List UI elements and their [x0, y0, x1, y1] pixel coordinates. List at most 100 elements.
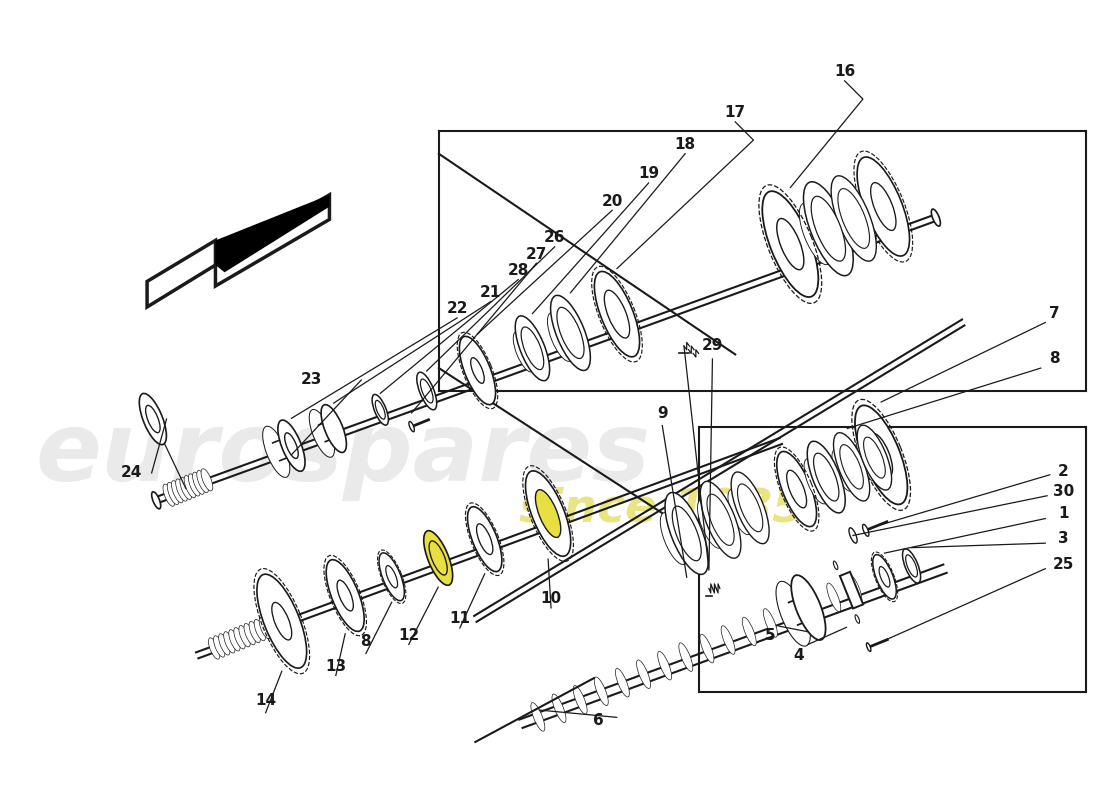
Ellipse shape — [864, 437, 886, 478]
Ellipse shape — [848, 574, 862, 603]
Ellipse shape — [834, 433, 870, 501]
Ellipse shape — [777, 451, 816, 526]
Ellipse shape — [701, 482, 741, 558]
Ellipse shape — [417, 372, 437, 410]
Ellipse shape — [429, 541, 448, 575]
Ellipse shape — [594, 271, 639, 357]
Text: 8: 8 — [361, 634, 371, 649]
Ellipse shape — [239, 626, 250, 647]
Ellipse shape — [573, 686, 587, 714]
Ellipse shape — [229, 630, 240, 651]
Ellipse shape — [742, 617, 756, 646]
Text: 9: 9 — [657, 406, 668, 421]
Ellipse shape — [197, 470, 209, 493]
Ellipse shape — [932, 209, 940, 226]
Ellipse shape — [902, 549, 921, 583]
Ellipse shape — [514, 331, 535, 372]
Ellipse shape — [260, 618, 271, 638]
Ellipse shape — [879, 566, 890, 587]
Ellipse shape — [784, 600, 799, 629]
Ellipse shape — [192, 472, 205, 494]
Ellipse shape — [604, 290, 629, 338]
Ellipse shape — [337, 580, 353, 611]
Ellipse shape — [862, 524, 869, 536]
Ellipse shape — [807, 442, 845, 513]
Ellipse shape — [660, 513, 688, 565]
Text: 14: 14 — [255, 694, 276, 709]
Ellipse shape — [223, 632, 235, 653]
Text: 18: 18 — [674, 137, 695, 152]
Ellipse shape — [803, 182, 854, 276]
Ellipse shape — [424, 530, 453, 586]
Ellipse shape — [327, 560, 364, 631]
Ellipse shape — [176, 479, 187, 501]
Text: 1: 1 — [1058, 506, 1069, 522]
Ellipse shape — [263, 426, 289, 478]
Ellipse shape — [321, 405, 346, 453]
Ellipse shape — [536, 490, 561, 538]
Ellipse shape — [209, 638, 220, 659]
Ellipse shape — [515, 316, 550, 381]
Text: 23: 23 — [300, 373, 322, 387]
Ellipse shape — [838, 189, 869, 248]
Ellipse shape — [737, 484, 762, 532]
Text: 7: 7 — [1049, 306, 1059, 321]
Polygon shape — [147, 195, 329, 307]
Ellipse shape — [905, 555, 917, 577]
Text: 21: 21 — [481, 285, 502, 300]
Ellipse shape — [468, 506, 502, 572]
Ellipse shape — [531, 702, 544, 731]
Ellipse shape — [732, 472, 769, 544]
Ellipse shape — [776, 582, 811, 646]
Ellipse shape — [728, 490, 752, 534]
Ellipse shape — [375, 400, 385, 419]
Text: 10: 10 — [540, 591, 562, 606]
Ellipse shape — [285, 433, 298, 458]
Ellipse shape — [526, 471, 571, 556]
Ellipse shape — [856, 442, 877, 481]
Ellipse shape — [697, 499, 724, 548]
Ellipse shape — [857, 157, 910, 256]
Ellipse shape — [372, 394, 388, 425]
Ellipse shape — [274, 611, 286, 633]
Ellipse shape — [615, 669, 629, 697]
Text: eurospares: eurospares — [35, 408, 651, 502]
Text: 5: 5 — [764, 628, 776, 642]
Ellipse shape — [707, 494, 734, 546]
Ellipse shape — [420, 379, 433, 403]
Ellipse shape — [814, 453, 839, 501]
Ellipse shape — [552, 694, 567, 722]
Polygon shape — [840, 572, 864, 609]
Text: 25: 25 — [1053, 557, 1075, 572]
Ellipse shape — [855, 406, 908, 505]
Ellipse shape — [828, 194, 859, 251]
Text: 26: 26 — [543, 230, 565, 245]
Text: 17: 17 — [725, 106, 746, 120]
Text: 2: 2 — [1058, 464, 1069, 478]
Polygon shape — [216, 195, 329, 272]
Ellipse shape — [409, 422, 415, 432]
Ellipse shape — [870, 434, 892, 476]
Ellipse shape — [839, 445, 864, 489]
Text: since 1985: since 1985 — [519, 487, 805, 532]
Ellipse shape — [145, 406, 161, 433]
Ellipse shape — [386, 566, 397, 588]
Ellipse shape — [637, 660, 650, 689]
Ellipse shape — [857, 425, 892, 490]
Ellipse shape — [184, 475, 196, 498]
Ellipse shape — [270, 614, 280, 634]
Ellipse shape — [471, 358, 484, 383]
Ellipse shape — [278, 420, 305, 471]
Text: 12: 12 — [398, 628, 419, 642]
Ellipse shape — [658, 651, 672, 680]
Ellipse shape — [257, 574, 307, 668]
Ellipse shape — [800, 203, 832, 265]
Ellipse shape — [551, 295, 591, 370]
Ellipse shape — [476, 524, 493, 554]
Ellipse shape — [254, 619, 265, 641]
Text: 28: 28 — [507, 263, 529, 278]
Ellipse shape — [666, 493, 708, 574]
Ellipse shape — [140, 394, 166, 445]
Ellipse shape — [538, 494, 558, 532]
Ellipse shape — [867, 643, 871, 651]
